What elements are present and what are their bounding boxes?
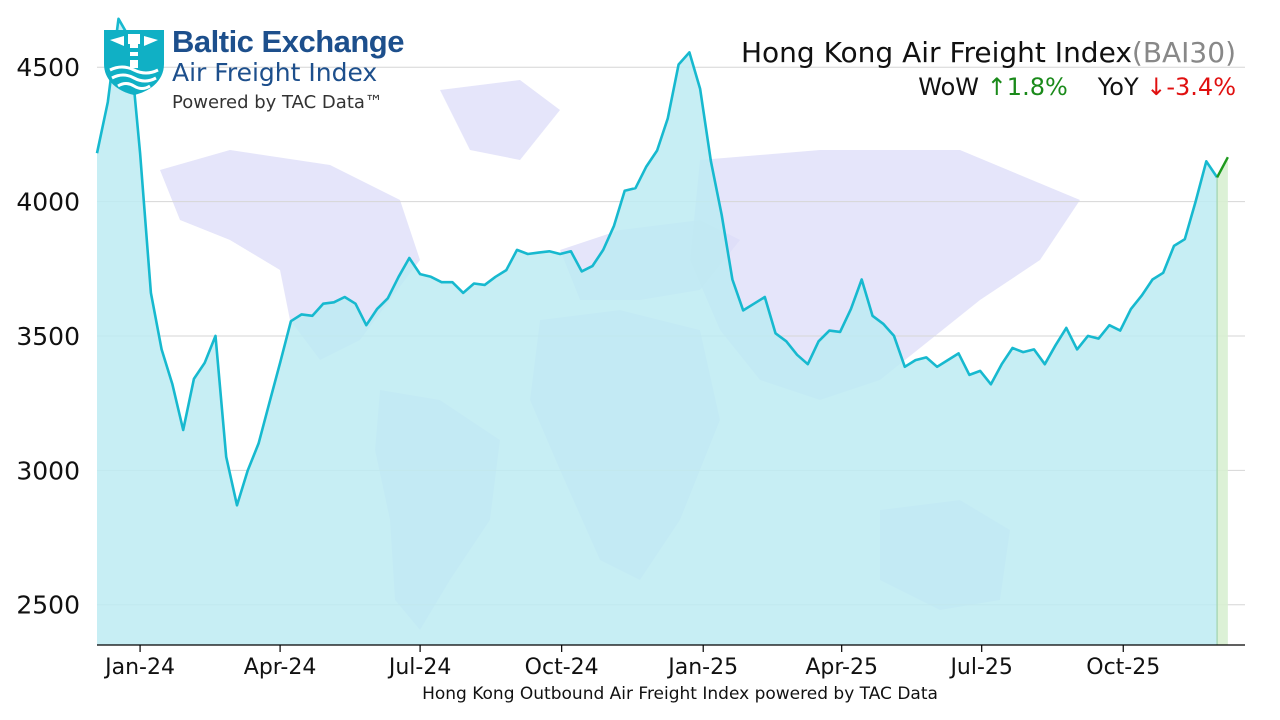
arrow-down-icon: ↓	[1146, 73, 1167, 101]
map-landmass-2	[440, 80, 560, 160]
map-landmass-5	[690, 150, 1080, 400]
x-tick-label-Jul-24: Jul-24	[387, 655, 451, 680]
series-line	[95, 17, 1219, 507]
latest-line	[1216, 156, 1229, 178]
series-layer	[95, 17, 1229, 646]
series-area	[97, 18, 1218, 646]
wow-label: WoW	[918, 73, 980, 101]
yoy-value: -3.4%	[1166, 73, 1236, 101]
x-axis-caption: Hong Kong Outbound Air Freight Index pow…	[422, 684, 938, 704]
latest-area	[1217, 157, 1228, 645]
y-tick-label-4500: 4500	[16, 53, 80, 82]
lighthouse-logo-icon	[104, 30, 164, 95]
brand-powered-by: Powered by TAC Data™	[172, 92, 383, 113]
y-tick-label-4000: 4000	[16, 188, 80, 217]
chart-title: Hong Kong Air Freight Index(BAI30)	[741, 36, 1236, 69]
x-tick-label-Oct-24: Oct-24	[525, 655, 599, 680]
y-tick-label-3500: 3500	[16, 322, 80, 351]
yoy-label: YoY	[1097, 73, 1139, 101]
wow-value: 1.8%	[1006, 73, 1068, 101]
x-tick-label-Apr-25: Apr-25	[805, 655, 878, 680]
x-tick-label-Jan-25: Jan-25	[666, 655, 738, 680]
x-tick-label-Jan-24: Jan-24	[103, 655, 175, 680]
change-indicators: WoW ↑1.8% YoY ↓-3.4%	[918, 73, 1236, 101]
x-tick-label-Oct-25: Oct-25	[1086, 655, 1160, 680]
brand-block: Baltic Exchange Air Freight Index Powere…	[172, 26, 404, 112]
y-tick-label-2500: 2500	[16, 591, 80, 620]
x-tick-label-Jul-25: Jul-25	[948, 655, 1012, 680]
brand-name: Baltic Exchange	[172, 24, 404, 59]
y-tick-label-3000: 3000	[16, 456, 80, 485]
brand-subtitle: Air Freight Index	[172, 58, 378, 87]
index-code: (BAI30)	[1131, 36, 1236, 69]
arrow-up-icon: ↑	[986, 73, 1007, 101]
x-tick-label-Apr-24: Apr-24	[244, 655, 317, 680]
axes: 2500 3000 3500 4000 4500 Jan-24 Apr-24 Jul-24 Oc…	[16, 53, 1245, 680]
title-text: Hong Kong Air Freight Index	[740, 36, 1132, 69]
